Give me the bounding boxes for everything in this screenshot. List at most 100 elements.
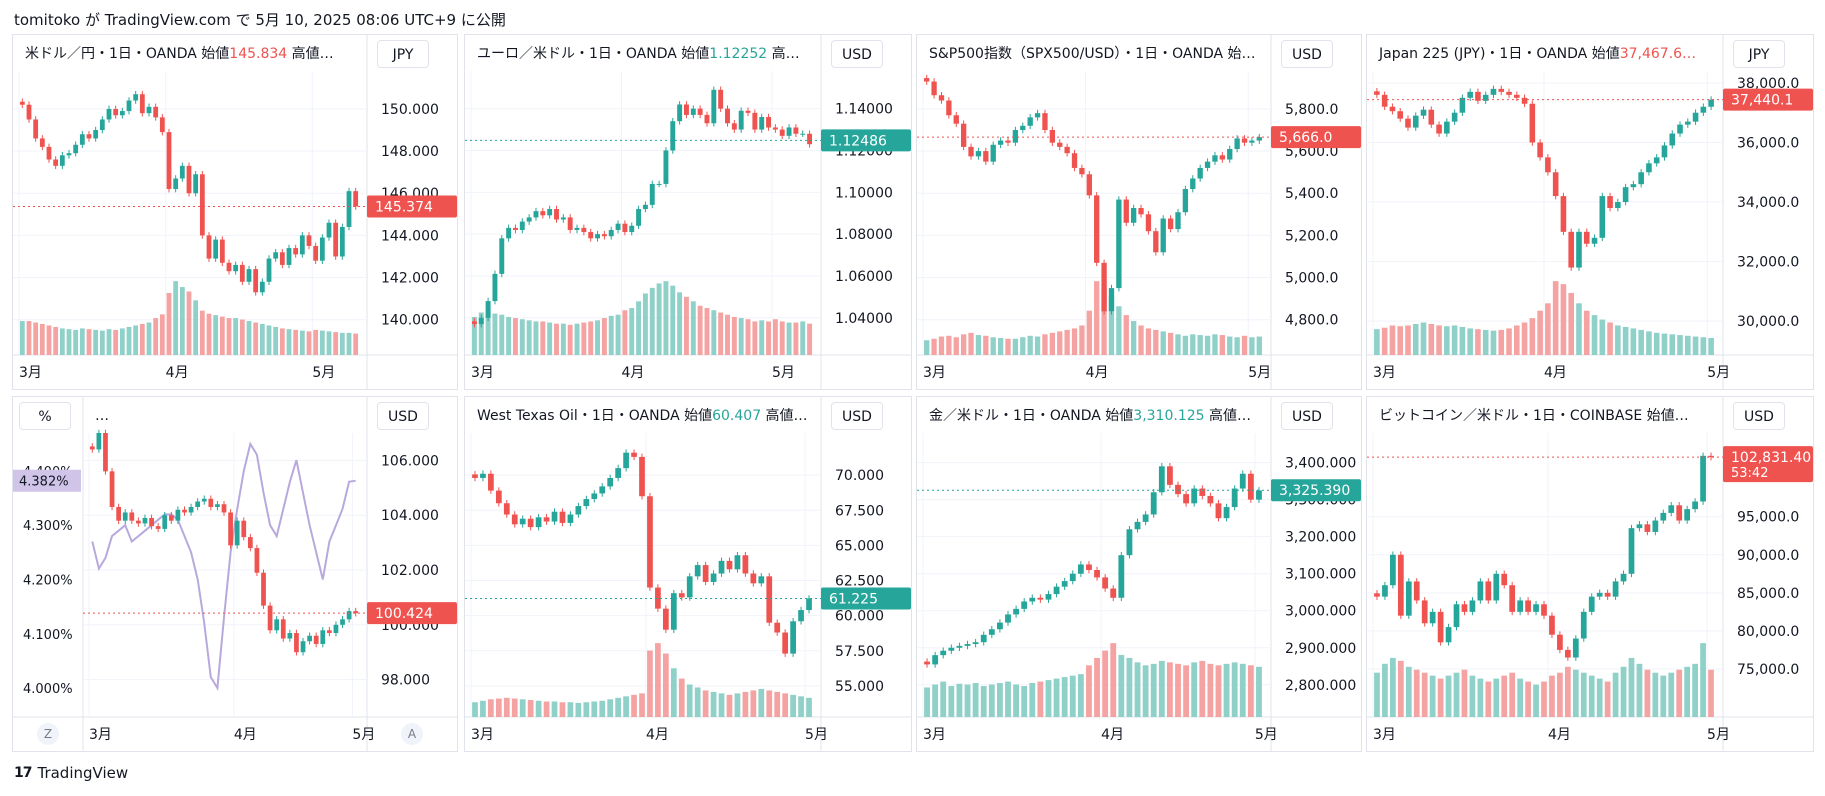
candle-body bbox=[1256, 490, 1262, 500]
x-tick-label: 4月 bbox=[166, 365, 189, 381]
candle-body bbox=[259, 281, 265, 293]
candle-body bbox=[1599, 196, 1606, 238]
chart-svg[interactable]: 75,000.0 80,000.0 85,000.0 90,000.0 95,000.0… bbox=[1367, 397, 1814, 752]
candle-body bbox=[1064, 146, 1070, 154]
candle-body bbox=[1381, 94, 1388, 107]
candle-body bbox=[1207, 495, 1214, 504]
x-tick-label: 5月 bbox=[772, 365, 795, 381]
candle-body bbox=[339, 226, 345, 257]
chart-panel-6[interactable]: 55.000 57.500 60.000 62.500 65.000 67.500 70.0… bbox=[464, 396, 912, 752]
chart-panel-4[interactable]: 30,000.0 32,000.0 34,000.0 36,000.0 38,000.0… bbox=[1366, 34, 1814, 390]
volume-bar bbox=[806, 697, 812, 717]
volume-bar bbox=[1397, 660, 1404, 717]
candle-body bbox=[766, 117, 772, 128]
unit-button[interactable]: USD bbox=[377, 402, 429, 430]
unit-button[interactable]: USD bbox=[831, 402, 883, 430]
volume-bar bbox=[1615, 325, 1621, 355]
unit-button[interactable]: JPY bbox=[1733, 40, 1785, 68]
candle-body bbox=[1509, 585, 1516, 612]
volume-bar bbox=[980, 685, 987, 717]
footer-brand[interactable]: 𝟭𝟳 TradingView bbox=[14, 764, 128, 782]
chart-svg[interactable]: 30,000.0 32,000.0 34,000.0 36,000.0 38,000.0… bbox=[1367, 35, 1814, 390]
volume-bar bbox=[938, 336, 945, 355]
chart-svg[interactable]: 55.000 57.500 60.000 62.500 65.000 67.500 70.0… bbox=[465, 397, 912, 752]
candle-body bbox=[1451, 112, 1458, 122]
chart-panel-7[interactable]: 2,800.000 2,900.000 3,000.000 3,100.000 3,20… bbox=[916, 396, 1362, 752]
unit-button[interactable]: USD bbox=[1733, 402, 1785, 430]
candle-body bbox=[186, 165, 192, 194]
x-tick-label: 3月 bbox=[1373, 365, 1396, 381]
volume-bar bbox=[219, 316, 225, 355]
candle-body bbox=[215, 504, 220, 507]
volume-bar bbox=[1580, 672, 1587, 717]
candle-body bbox=[1005, 614, 1011, 623]
candle-body bbox=[956, 645, 963, 648]
candle-body bbox=[1086, 564, 1092, 570]
candle-body bbox=[1166, 466, 1173, 485]
volume-bar bbox=[319, 330, 325, 355]
volume-bar bbox=[1692, 336, 1699, 355]
volume-bar bbox=[1199, 660, 1206, 717]
chart-panel-3[interactable]: 4,800.0 5,000.0 5,200.0 5,400.0 5,600.0 5,800… bbox=[916, 34, 1362, 390]
candle-body bbox=[718, 89, 724, 109]
unit-button[interactable]: USD bbox=[1281, 402, 1333, 430]
volume-bar bbox=[478, 312, 484, 355]
candle-body bbox=[742, 555, 749, 574]
chart-panel-1[interactable]: 140.000 142.000 144.000 146.000 148.000 150.0… bbox=[12, 34, 458, 390]
volume-bar bbox=[1684, 335, 1691, 355]
volume-bar bbox=[1700, 643, 1706, 717]
volume-bar bbox=[697, 305, 703, 355]
candle-body bbox=[253, 269, 259, 293]
volume-bar bbox=[1197, 335, 1203, 355]
x-tick-label: 4月 bbox=[1086, 365, 1109, 381]
volume-bar bbox=[471, 316, 477, 355]
candle-body bbox=[139, 94, 145, 114]
left-unit-button[interactable]: % bbox=[19, 402, 71, 430]
volume-bar bbox=[1451, 325, 1458, 355]
candle-body bbox=[193, 174, 199, 194]
chart-svg[interactable]: 1.040001.060001.080001.100001.120001.140… bbox=[465, 35, 912, 390]
chart-panel-2[interactable]: 1.04000 1.06000 1.08000 1.10000 1.12000 1.140… bbox=[464, 34, 912, 390]
chart-title-text: 金／米ドル・1日・OANDA 始値 bbox=[929, 408, 1134, 424]
chart-svg[interactable]: 4,800.05,000.05,200.05,400.05,600.05,800… bbox=[917, 35, 1362, 390]
volume-bar bbox=[299, 330, 305, 355]
candle-body bbox=[1123, 199, 1129, 223]
candle-body bbox=[46, 146, 52, 160]
volume-bar bbox=[1644, 669, 1651, 717]
unit-button[interactable]: USD bbox=[1281, 40, 1333, 68]
candle-body bbox=[1533, 604, 1539, 612]
candle-body bbox=[559, 511, 566, 523]
volume-bar bbox=[1397, 326, 1404, 355]
candle-body bbox=[122, 512, 128, 521]
candle-body bbox=[126, 100, 132, 112]
chart-svg[interactable]: 140.000142.000144.000146.000148.000150.0… bbox=[13, 35, 458, 390]
volume-bar bbox=[718, 693, 725, 717]
chart-panel-5[interactable]: 98.000 100.000 102.000 104.000 106.000 3月 4月 5月… bbox=[12, 396, 458, 752]
z-button[interactable]: Z bbox=[37, 723, 59, 745]
a-button[interactable]: A bbox=[401, 723, 423, 745]
candle-body bbox=[686, 576, 693, 598]
volume-bar bbox=[1493, 678, 1500, 717]
candle-body bbox=[615, 223, 621, 230]
candle-body bbox=[662, 608, 669, 630]
volume-bar bbox=[535, 700, 542, 717]
unit-button[interactable]: JPY bbox=[377, 40, 429, 68]
candle-body bbox=[279, 252, 285, 265]
chart-panel-8[interactable]: 75,000.0 80,000.0 85,000.0 90,000.0 95,000.0… bbox=[1366, 396, 1814, 752]
volume-bar bbox=[1175, 334, 1181, 355]
candle-body bbox=[1069, 573, 1076, 582]
volume-bar bbox=[655, 643, 661, 717]
volume-bar bbox=[560, 323, 566, 355]
y-tick-label: 75,000.0 bbox=[1737, 662, 1799, 678]
volume-bar bbox=[253, 322, 259, 355]
chart-svg[interactable]: 2,800.000 2,900.000 3,000.000 3,100.000 3,20… bbox=[917, 397, 1362, 752]
unit-button[interactable]: USD bbox=[831, 40, 883, 68]
volume-bar bbox=[1013, 684, 1020, 717]
candle-body bbox=[1700, 106, 1707, 113]
candle-body bbox=[142, 517, 148, 524]
volume-bar bbox=[1692, 663, 1698, 717]
candle-body bbox=[286, 248, 292, 265]
volume-bar bbox=[1572, 669, 1579, 717]
volume-bar bbox=[591, 701, 598, 717]
